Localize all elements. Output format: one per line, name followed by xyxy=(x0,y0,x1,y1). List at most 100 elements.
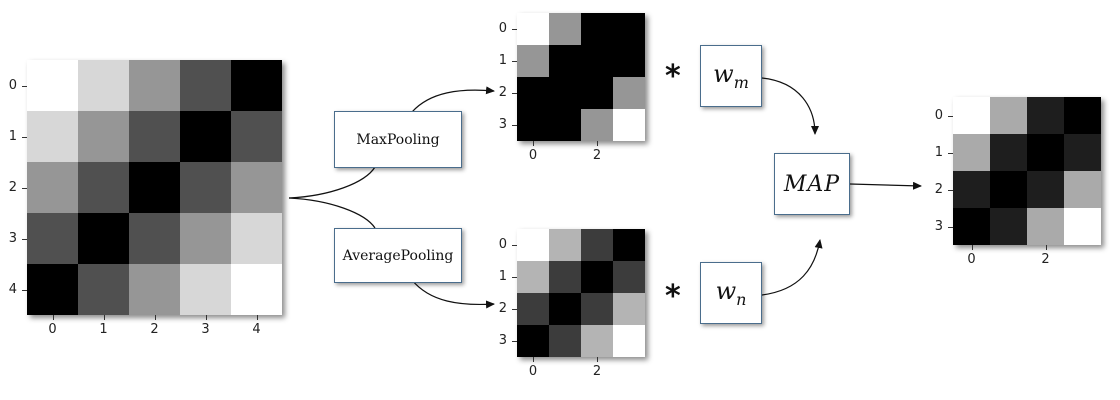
y-tick-mark xyxy=(512,277,517,278)
matrix-cell xyxy=(129,213,180,264)
matrix-cell xyxy=(990,208,1027,245)
averagepooling-box: AveragePooling xyxy=(334,228,462,283)
matrix-cell xyxy=(1027,134,1064,171)
matrix-cell xyxy=(549,109,581,141)
matrix-cell xyxy=(517,229,549,261)
matrix-cell xyxy=(517,293,549,325)
y-tick-mark xyxy=(22,136,27,138)
y-tick-label: 0 xyxy=(934,107,943,123)
matrix-cell xyxy=(581,109,613,141)
matrix-cell xyxy=(549,45,581,77)
x-tick-label: 0 xyxy=(528,148,538,163)
y-tick-label: 3 xyxy=(8,230,17,246)
x-tick-mark xyxy=(256,315,258,320)
y-tick-label: 2 xyxy=(498,85,507,100)
matrix-cell xyxy=(549,261,581,293)
matrix-cell xyxy=(129,162,180,213)
matrix-cell xyxy=(129,111,180,162)
matrix-cell xyxy=(990,134,1027,171)
matrix-cell xyxy=(613,45,645,77)
matrix-cell xyxy=(581,293,613,325)
y-tick-label: 0 xyxy=(498,237,507,252)
y-tick-mark xyxy=(512,125,517,126)
x-tick-mark xyxy=(1045,245,1047,250)
x-tick-label: 4 xyxy=(252,322,261,337)
y-tick-mark xyxy=(948,189,953,191)
map-label: MAP xyxy=(783,171,841,197)
y-tick-mark xyxy=(512,309,517,310)
y-tick-mark xyxy=(512,29,517,30)
x-tick-label: 0 xyxy=(967,252,976,267)
x-tick-mark xyxy=(205,315,207,320)
input-grid xyxy=(27,60,282,315)
x-tick-mark xyxy=(597,357,598,362)
matrix-cell xyxy=(549,77,581,109)
y-tick-mark xyxy=(512,93,517,94)
matrix-cell xyxy=(613,77,645,109)
matrix-cell xyxy=(581,229,613,261)
matrix-cell xyxy=(180,111,231,162)
matrix-cell xyxy=(180,60,231,111)
y-tick-label: 4 xyxy=(8,281,17,297)
matrix-cell xyxy=(990,171,1027,208)
matrix-cell xyxy=(1064,134,1101,171)
wn-to-map-arrow xyxy=(761,239,823,296)
x-tick-mark xyxy=(533,357,534,362)
y-tick-label: 0 xyxy=(498,21,507,36)
y-tick-label: 2 xyxy=(498,301,507,316)
matrix-cell xyxy=(180,264,231,315)
y-tick-mark xyxy=(948,115,953,117)
y-tick-mark xyxy=(22,85,27,87)
matrix-cell xyxy=(78,60,129,111)
y-tick-mark xyxy=(22,187,27,189)
y-tick-label: 3 xyxy=(498,117,507,132)
wn-label: wn xyxy=(715,277,747,309)
y-tick-label: 2 xyxy=(8,179,17,195)
split-arrow-bottom xyxy=(288,197,376,229)
matrix-cell xyxy=(1027,97,1064,134)
matrix-cell xyxy=(1027,208,1064,245)
y-tick-label: 1 xyxy=(498,53,507,68)
matrix-cell xyxy=(613,229,645,261)
split-arrow-top xyxy=(288,166,376,199)
matrix-cell xyxy=(581,325,613,357)
matrix-cell xyxy=(549,293,581,325)
y-tick-label: 3 xyxy=(498,333,507,348)
matrix-cell xyxy=(581,77,613,109)
matrix-cell xyxy=(517,109,549,141)
x-tick-mark xyxy=(971,245,973,250)
matrix-cell xyxy=(953,134,990,171)
y-tick-label: 1 xyxy=(8,128,17,144)
maxpooling-box: MaxPooling xyxy=(334,111,462,168)
y-tick-mark xyxy=(22,238,27,240)
matrix-cell xyxy=(231,213,282,264)
matrix-cell xyxy=(231,162,282,213)
x-tick-label: 2 xyxy=(1041,252,1050,267)
matrix-cell xyxy=(517,45,549,77)
matrix-cell xyxy=(1064,97,1101,134)
matrix-cell xyxy=(517,77,549,109)
map-box: MAP xyxy=(774,153,850,215)
matrix-cell xyxy=(517,13,549,45)
y-tick-mark xyxy=(512,341,517,342)
x-tick-label: 0 xyxy=(528,364,538,379)
matrix-cell xyxy=(549,325,581,357)
matrix-cell xyxy=(613,13,645,45)
output-grid xyxy=(953,97,1101,245)
x-tick-mark xyxy=(103,315,105,320)
x-tick-label: 2 xyxy=(150,322,159,337)
wm-to-map-arrow xyxy=(761,77,819,135)
multiply-symbol-bottom: * xyxy=(665,279,681,314)
maxpooling-label: MaxPooling xyxy=(356,131,440,148)
map-to-output-arrow xyxy=(849,181,922,190)
matrix-cell xyxy=(613,109,645,141)
x-tick-label: 2 xyxy=(592,148,602,163)
matrix-cell xyxy=(613,325,645,357)
avgpool-arrow xyxy=(411,279,495,309)
matrix-cell xyxy=(1064,171,1101,208)
matrix-cell xyxy=(517,325,549,357)
averagepooling-label: AveragePooling xyxy=(342,247,454,264)
x-tick-mark xyxy=(533,141,534,146)
matrix-cell xyxy=(27,60,78,111)
matrix-cell xyxy=(517,261,549,293)
